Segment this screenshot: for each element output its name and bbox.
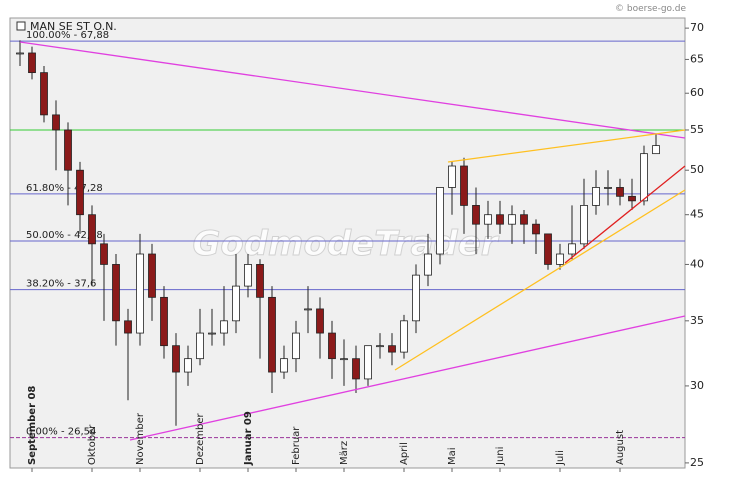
x-tick-label: Juni <box>495 447 506 466</box>
candle-body <box>244 264 252 287</box>
y-tick-label: 65 <box>690 52 704 65</box>
candle-body <box>460 165 468 206</box>
x-tick-label: März <box>339 441 350 465</box>
candle-body <box>376 345 384 348</box>
candle-body <box>64 129 72 171</box>
candle-body <box>412 274 420 322</box>
candle-body <box>256 264 264 298</box>
candle-body <box>328 332 336 360</box>
x-tick-label: August <box>615 430 626 465</box>
plot: 100.00% - 67,88 61.80% - 47,28 50.00% - 42… <box>10 30 685 439</box>
y-tick-label: 50 <box>690 163 704 176</box>
candle-body <box>640 153 648 202</box>
candle-body <box>352 358 360 380</box>
y-tick-label: 45 <box>690 208 704 221</box>
candle-body <box>292 332 300 360</box>
y-tick-label: 40 <box>690 257 704 270</box>
candle-body <box>436 187 444 255</box>
candle-body <box>400 320 408 353</box>
x-tick-label: November <box>135 412 146 465</box>
candle-body <box>52 114 60 131</box>
candle-body <box>268 296 276 373</box>
x-tick-label: Oktober <box>87 424 98 465</box>
y-tick-label: 60 <box>690 86 704 99</box>
candle-body <box>388 345 396 353</box>
trendline <box>19 41 686 139</box>
candle-body <box>76 169 84 216</box>
x-tick-label: Dezember <box>195 413 206 465</box>
x-tick-label: Juli <box>555 450 566 466</box>
candle-body <box>124 320 132 334</box>
candle-body <box>28 52 36 74</box>
candle-body <box>220 320 228 334</box>
candle-body <box>544 233 552 265</box>
x-tick-label: September 08 <box>27 386 38 465</box>
candle-body <box>532 223 540 235</box>
x-tick-label: April <box>399 442 410 465</box>
level-label: 50.00% - 42,28 <box>26 230 103 241</box>
x-tick-label: Februar <box>291 426 302 465</box>
candle-body <box>520 214 528 225</box>
source: © boerse-go.de <box>615 4 686 14</box>
trendline <box>447 129 686 163</box>
legend-box <box>16 21 26 31</box>
candle-body <box>148 253 156 298</box>
candle-body <box>556 253 564 265</box>
candle-body <box>304 308 312 311</box>
candle-body <box>592 187 600 206</box>
candle-body <box>604 187 612 189</box>
candle-body <box>472 205 480 225</box>
y-tick-label: 30 <box>690 379 704 392</box>
candle-body <box>100 243 108 265</box>
candle-body <box>160 296 168 347</box>
candle-body <box>172 345 180 373</box>
y-tick-label: 70 <box>690 21 704 34</box>
candle-body <box>448 165 456 188</box>
level-label: 38.20% - 37,6 <box>26 279 96 290</box>
x-tick-label: Januar 09 <box>243 411 254 466</box>
candle-body <box>16 52 24 55</box>
candle-body <box>340 358 348 361</box>
level-label: 61.80% - 47,28 <box>26 183 103 194</box>
candle-body <box>232 285 240 322</box>
level-label: 0.00% - 26,54 <box>26 427 96 438</box>
candle-body <box>280 358 288 373</box>
y-tick-label: 35 <box>690 314 704 327</box>
trendline <box>564 165 686 264</box>
candle-body <box>40 72 48 116</box>
trendlines <box>19 41 686 441</box>
candle-body <box>316 308 324 334</box>
candle-body <box>136 253 144 334</box>
candle-body <box>628 195 636 202</box>
watermark: GodmodeTrader <box>192 224 499 264</box>
candle-body <box>652 145 660 155</box>
candle-body <box>496 214 504 225</box>
x-tick-label: Mai <box>447 447 458 465</box>
candle-body <box>196 332 204 360</box>
trendline <box>129 315 686 441</box>
candle-body <box>616 187 624 197</box>
candle-body <box>484 214 492 225</box>
candle-body <box>364 345 372 380</box>
level-label: 100.00% - 67,88 <box>26 30 109 41</box>
trendline <box>394 189 686 371</box>
candle-body <box>184 358 192 373</box>
candle-body <box>580 205 588 245</box>
candle-body <box>88 214 96 245</box>
candle-body <box>508 214 516 225</box>
candle-body <box>568 243 576 255</box>
chart-title: MAN SE ST O.N. <box>30 20 117 33</box>
y-tick-label: 25 <box>690 456 704 469</box>
candle-body <box>208 332 216 335</box>
candle-body <box>424 253 432 276</box>
y-tick-label: 55 <box>690 123 704 136</box>
candle-body <box>112 264 120 322</box>
